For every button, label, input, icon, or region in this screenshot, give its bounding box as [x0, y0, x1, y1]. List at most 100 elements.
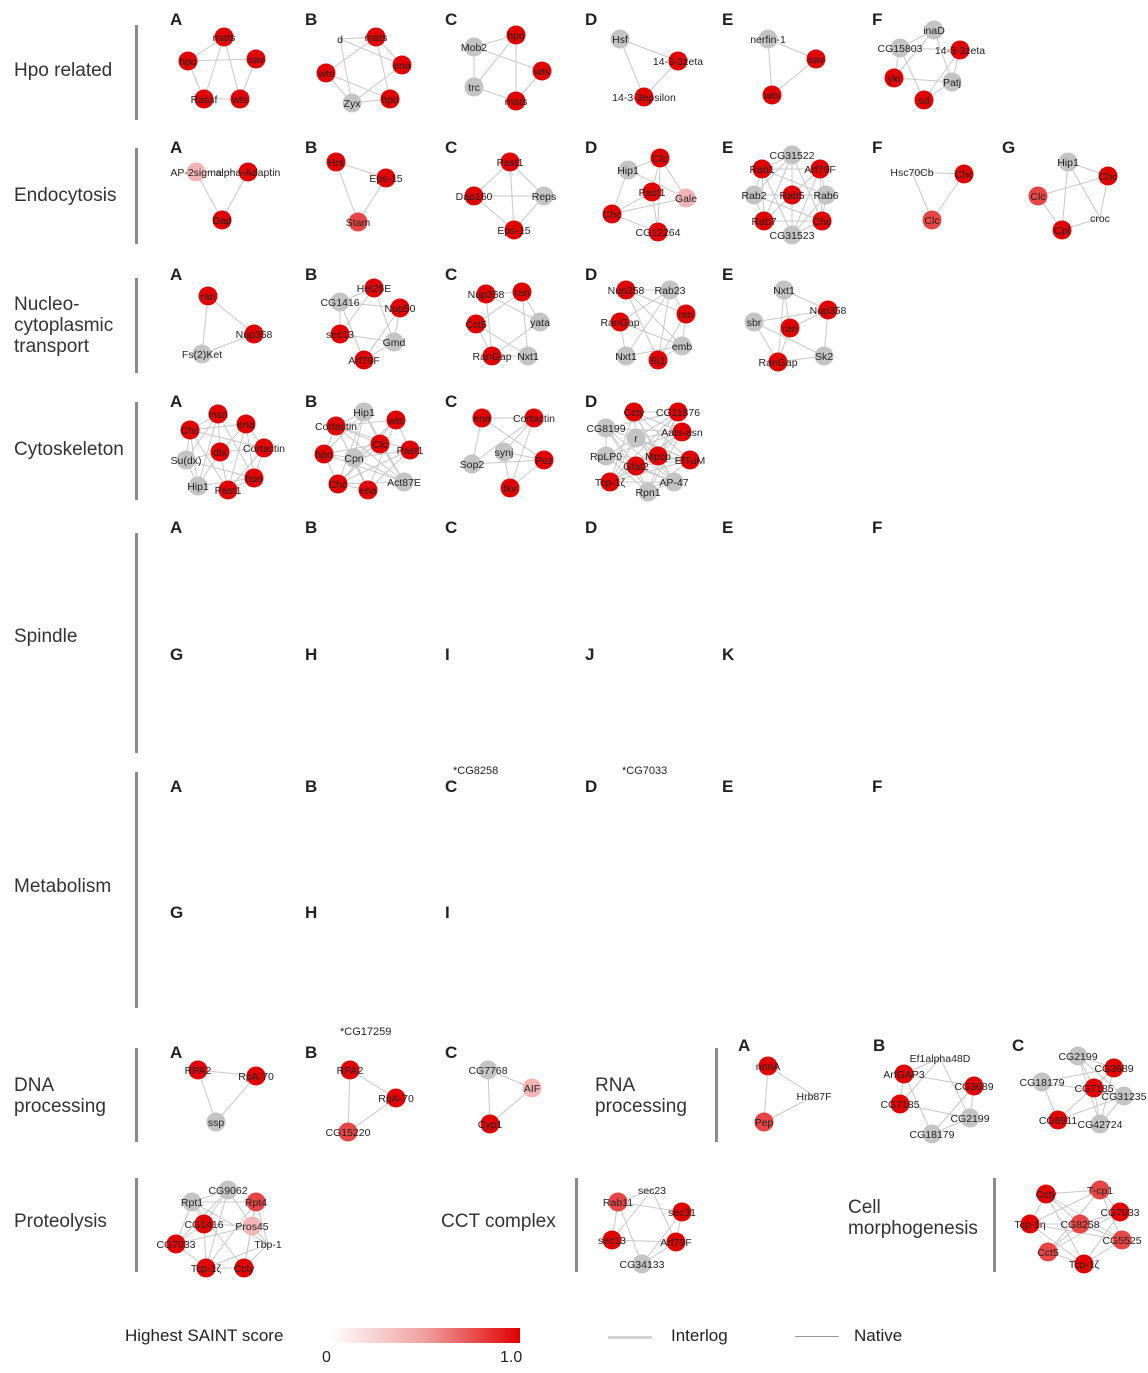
network-node: [192, 344, 212, 364]
network-edge: [1037, 175, 1109, 197]
panel-label-spindle1-d: D: [585, 518, 598, 537]
network-node: [504, 220, 524, 240]
node-label: CG18179: [1020, 1077, 1065, 1089]
network-node: [782, 225, 802, 245]
network-edge: [753, 309, 829, 323]
node-label: Rpt4: [245, 1197, 267, 1209]
node-label: mats: [365, 32, 388, 44]
node-label: hpo: [507, 30, 525, 42]
category-line: Nucleo-: [14, 294, 80, 315]
node-label: Nxt1: [773, 285, 795, 297]
node-label: Pep: [755, 1117, 774, 1129]
network-node: [1052, 220, 1072, 240]
network-edge: [761, 168, 827, 196]
network-node: [208, 404, 228, 424]
network-node: [950, 40, 970, 60]
network-node: [626, 428, 646, 448]
panel-label-endocytosis-b: B: [305, 138, 318, 157]
node-label: ran: [514, 287, 529, 299]
network-rna-A: nonA Hrb87F Pep: [754, 1056, 832, 1132]
network-cyto-C: ena Cortactin synj Sop2 Pez tkv: [460, 408, 555, 498]
network-node: [532, 61, 552, 81]
network-edge: [197, 1069, 257, 1077]
category-bar: [135, 533, 138, 753]
network-node: [230, 89, 250, 109]
panel-label-spindle1-e: E: [722, 518, 734, 537]
network-node: [358, 480, 378, 500]
network-edge: [611, 1189, 653, 1241]
category-line: processing: [595, 1096, 687, 1117]
network-node: [254, 438, 274, 458]
node-label: AP-2sigma: [170, 167, 222, 179]
network-edge: [1067, 161, 1101, 219]
network-node: [914, 90, 934, 110]
node-label: CG31235: [1102, 1091, 1147, 1103]
network-node: [676, 188, 696, 208]
network-node: [214, 27, 234, 47]
node-label: AP-47: [659, 477, 688, 489]
network-node: [462, 454, 482, 474]
network-edge: [335, 161, 359, 223]
node-label: CG3689: [954, 1081, 993, 1093]
network-edge: [473, 46, 543, 72]
category-bar: [135, 278, 138, 373]
network-edge: [1099, 1067, 1115, 1125]
node-label: ena: [359, 485, 377, 497]
panel-label-nucleo-e: E: [722, 265, 734, 284]
node-label: hpo: [245, 473, 263, 485]
network-edge: [337, 449, 411, 485]
node-label: RpA-70: [378, 1093, 414, 1105]
network-nuc-D: Nup358 Rab23 RanGap ran emb Nxt1 Bj1: [600, 280, 696, 370]
node-label: RanGap: [600, 317, 639, 329]
category-bar: [715, 1048, 718, 1142]
legend-interlog-line: [608, 1336, 652, 1339]
node-label: d: [337, 34, 343, 46]
network-node: [176, 450, 196, 470]
node-label: CG7033: [1100, 1207, 1139, 1219]
network-node: [500, 478, 520, 498]
node-label: mats: [213, 32, 236, 44]
node-label: Rab5: [779, 190, 804, 202]
network-edge: [899, 1103, 971, 1119]
node-label: CG15220: [326, 1127, 371, 1139]
network-edge: [609, 431, 683, 483]
network-endo-D: Hip1 Clc Past1 Gale Chc CG12264: [602, 148, 697, 242]
panel-label-endocytosis-d: D: [585, 138, 598, 157]
panel-label-dna-b: B: [305, 1043, 318, 1062]
network-node: [330, 324, 350, 344]
network-node: [506, 91, 526, 111]
node-label: Nup358: [468, 289, 505, 301]
network-nuc-A: ran Nup358 Fs(2)Ket: [182, 286, 273, 364]
node-label: sec23: [638, 1185, 666, 1197]
node-label: Hrs: [328, 157, 344, 169]
panel-label-hpo-e: E: [722, 10, 734, 29]
network-edge: [223, 36, 241, 100]
network-edge: [473, 34, 517, 88]
node-label: nerfin-1: [750, 34, 786, 46]
node-label: alpha-Adaptin: [216, 167, 281, 179]
network-node: [642, 182, 662, 202]
panel-label-metab1-c: C: [445, 777, 458, 796]
network-node: [478, 1060, 498, 1080]
network-node: [394, 472, 414, 492]
network-hpo-A: mats hpo sav Rassf wts: [178, 27, 266, 109]
network-edge: [605, 455, 691, 461]
panel-label-endocytosis-g: G: [1002, 138, 1016, 157]
node-label: Rab23: [655, 285, 686, 297]
node-label: CG7185: [1074, 1083, 1113, 1095]
network-edge: [471, 459, 545, 465]
network-node: [672, 336, 692, 356]
network-edge: [491, 321, 541, 357]
network-edge: [215, 1075, 257, 1123]
network-node: [246, 49, 266, 69]
network-node: [752, 159, 772, 179]
panel-label-hpo-c: C: [445, 10, 458, 29]
node-label: emb: [672, 341, 693, 353]
network-edge: [339, 301, 365, 361]
node-label: Reps: [532, 191, 557, 203]
node-label: sec13: [598, 1235, 626, 1247]
category-cell-morphogenesis: Cell morphogenesis: [848, 1197, 978, 1239]
node-label: RPA2: [185, 1065, 212, 1077]
footnote-metabolism-h: *CG17259: [340, 1026, 392, 1038]
legend-min: 0: [322, 1349, 331, 1366]
